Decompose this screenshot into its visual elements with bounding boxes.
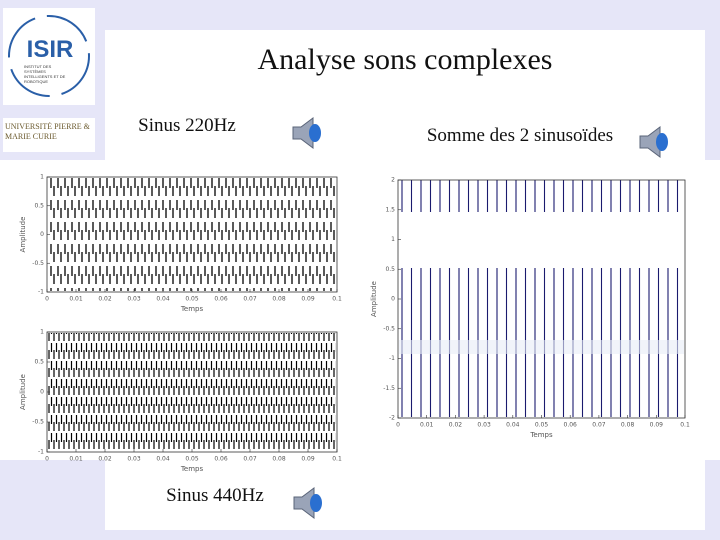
- speaker-cone[interactable]: [656, 133, 668, 151]
- y-axis-label: Amplitude: [19, 374, 27, 410]
- speaker[interactable]: [293, 487, 315, 519]
- x-tick-label: 0.08: [272, 456, 286, 463]
- x-tick-label: 0.03: [477, 422, 491, 429]
- x-tick-label: 0.01: [420, 422, 434, 429]
- speaker[interactable]: [292, 117, 314, 149]
- x-tick-label: 0.04: [156, 296, 170, 303]
- bg-band: [0, 530, 720, 540]
- y-tick-label: 1.5: [385, 206, 395, 213]
- x-tick-label: 0.09: [301, 456, 315, 463]
- x-tick-label: 0.02: [98, 456, 112, 463]
- y-tick-label: -1: [389, 355, 395, 362]
- sound-icon[interactable]: [292, 117, 321, 149]
- x-tick-label: 0.07: [592, 422, 606, 429]
- y-tick-label: 1: [40, 329, 44, 336]
- sound-icon[interactable]: [639, 126, 668, 158]
- y-tick-label: 0.5: [385, 266, 395, 273]
- y-tick-label: -0.5: [32, 260, 44, 267]
- y-tick-label: -2: [389, 415, 395, 422]
- y-tick-label: -0.5: [32, 419, 44, 426]
- y-tick-label: 0: [40, 231, 44, 238]
- label-somme: Somme des 2 sinusoïdes: [427, 125, 613, 146]
- logo-box: [3, 8, 95, 105]
- y-tick-label: -1.5: [383, 385, 395, 392]
- x-tick-label: 0: [45, 456, 49, 463]
- y-tick-label: 0: [40, 389, 44, 396]
- x-tick-label: 0.06: [214, 456, 228, 463]
- label-sinus1: Sinus 220Hz: [138, 115, 236, 136]
- x-tick-label: 0.05: [535, 422, 549, 429]
- logo-box: [3, 118, 95, 152]
- y-tick-label: 0.5: [34, 359, 44, 366]
- logo-isir-sub: INSTITUT DES SYSTÈMES INTELLIGENTS ET DE…: [24, 64, 66, 84]
- x-tick-label: 0.06: [214, 296, 228, 303]
- logo-upmc-wrap: UNIVERSITÉ PIERRE & MARIE CURIE: [5, 122, 90, 141]
- waveform-band: [399, 340, 684, 354]
- label-sinus2: Sinus 440Hz: [166, 485, 264, 506]
- sound-icon[interactable]: [293, 487, 322, 519]
- y-tick-label: 0.5: [34, 202, 44, 209]
- y-tick-label: 1: [40, 174, 44, 181]
- x-tick-label: 0.02: [449, 422, 463, 429]
- waveform: [48, 333, 336, 451]
- x-tick-label: 0: [396, 422, 400, 429]
- x-tick-label: 0.07: [243, 456, 257, 463]
- y-axis-label: Amplitude: [370, 281, 378, 317]
- x-tick-label: 0.04: [156, 456, 170, 463]
- speaker-cone[interactable]: [310, 494, 322, 512]
- y-tick-label: -0.5: [383, 325, 395, 332]
- y-tick-label: -1: [38, 449, 44, 456]
- x-tick-label: 0.09: [301, 296, 315, 303]
- x-axis-label: Temps: [180, 305, 204, 313]
- x-tick-label: 0.1: [680, 422, 690, 429]
- logo-ring: [8, 15, 90, 97]
- y-tick-label: 1: [391, 236, 395, 243]
- slide-title: Analyse sons complexes: [258, 43, 553, 76]
- x-axis-label: Temps: [529, 431, 553, 439]
- logo-isir: ISIR: [27, 36, 74, 63]
- x-tick-label: 0.09: [650, 422, 664, 429]
- y-tick-label: 2: [391, 177, 395, 184]
- x-tick-label: 0.07: [243, 296, 257, 303]
- x-tick-label: 0.08: [621, 422, 635, 429]
- logo-upmc: UNIVERSITÉ PIERRE & MARIE CURIE: [5, 122, 90, 141]
- x-tick-label: 0.02: [98, 296, 112, 303]
- y-tick-label: 0: [391, 296, 395, 303]
- x-tick-label: 0.01: [69, 456, 83, 463]
- x-tick-label: 0.08: [272, 296, 286, 303]
- x-tick-label: 0.06: [564, 422, 578, 429]
- x-tick-label: 0.03: [127, 456, 141, 463]
- x-tick-label: 0.1: [332, 296, 342, 303]
- x-tick-label: 0.1: [332, 456, 342, 463]
- x-tick-label: 0.05: [185, 456, 199, 463]
- logo-sub-wrap: INSTITUT DES SYSTÈMES INTELLIGENTS ET DE…: [24, 64, 66, 84]
- y-tick-label: -1: [38, 289, 44, 296]
- bg-band: [0, 0, 720, 30]
- y-axis-label: Amplitude: [19, 217, 27, 253]
- x-axis-label: Temps: [180, 465, 204, 473]
- x-tick-label: 0.05: [185, 296, 199, 303]
- speaker-cone[interactable]: [309, 124, 321, 142]
- x-tick-label: 0.01: [69, 296, 83, 303]
- waveform: [399, 180, 684, 417]
- x-tick-label: 0: [45, 296, 49, 303]
- speaker[interactable]: [639, 126, 661, 158]
- x-tick-label: 0.04: [506, 422, 520, 429]
- waveform: [48, 178, 336, 291]
- x-tick-label: 0.03: [127, 296, 141, 303]
